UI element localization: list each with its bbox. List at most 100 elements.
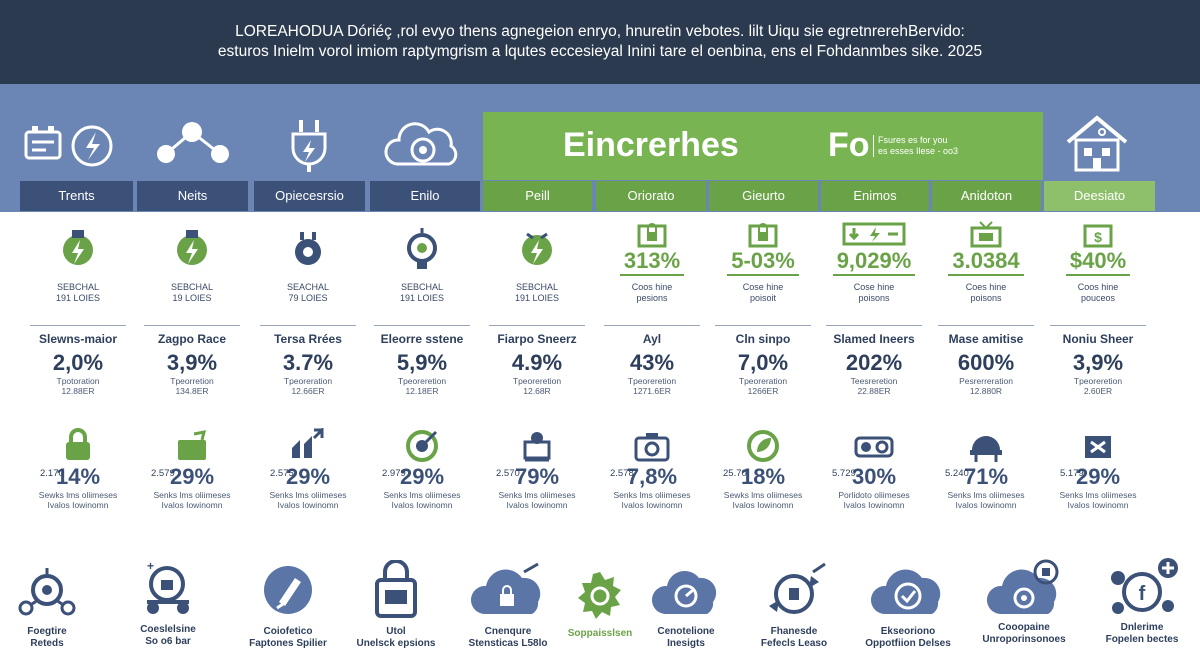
row2-title: Zagpo Race: [144, 325, 240, 346]
row1-label-2: 19 LOIES: [172, 293, 212, 303]
row2-sub-2: 22.88ER: [857, 386, 891, 396]
header-line-1: LOREAHODUA Dóriéç ,rol evyo thens agnege…: [235, 23, 965, 40]
bottom-item: Utol Unelsck epsions: [346, 560, 446, 650]
row1-label-1: SEBCHAL: [170, 282, 214, 292]
row3-cell: 2.170 14% Sewks lms oliimeses Ivalos Iow…: [22, 428, 134, 528]
row2-sub-2: 1271.6ER: [633, 386, 671, 396]
row3-number: 5.240: [945, 468, 969, 479]
row2-title: Slamed Ineers: [826, 325, 922, 346]
projector-icon: [854, 436, 894, 458]
row2-value: 7,0%: [737, 350, 789, 375]
row2-title: Slewns-maior: [30, 325, 126, 346]
row1-label-1: Coos hine: [1077, 282, 1119, 292]
bottom-label-1: Cnenqure: [484, 626, 532, 637]
tab-enimos[interactable]: Enimos: [821, 181, 929, 211]
tab-gieurto[interactable]: Gieurto: [709, 181, 818, 211]
row2-value: 202%: [845, 350, 903, 375]
row1-label-1: Coes hine: [965, 282, 1007, 292]
row2-cell: Zagpo Race 3,9% Tpeorretion 134.8ER: [136, 325, 248, 396]
camera-icon: [634, 433, 670, 462]
row3-sub-2: Ivalos Iowinomn: [843, 500, 905, 510]
lock-box-icon: [748, 223, 778, 248]
bottom-label-1: Foegtire: [27, 626, 67, 637]
row1-label-1: SEACHAL: [286, 282, 330, 292]
row3-value: 29%: [169, 464, 215, 489]
row1-label-1: SEBCHAL: [515, 282, 559, 292]
leaf-circle-icon: [747, 430, 779, 462]
row3-cell: 25.70 18% Sewks lms oliimeses Ivalos Iow…: [707, 428, 819, 528]
bottom-label-2: Stensticas L58lo: [468, 638, 548, 649]
row1-cell: $ $40% Coos hine pouceos: [1042, 220, 1154, 304]
cloud-gear-icon: [986, 559, 1059, 614]
row2-sub-1: Tpeoreration: [283, 376, 333, 386]
plug-icon: [285, 118, 355, 174]
banner-note: Fsures es for you es esses Ilese - oo3: [873, 135, 958, 157]
lightbulb-icon: [407, 228, 437, 269]
row3-cell: 2.570 79% Senks lms oliimeses Ivalos Iow…: [481, 428, 593, 528]
bottom-label-2: Inesigts: [667, 638, 705, 649]
row3-sub-1: Senks lms oliimeses: [1059, 490, 1137, 500]
lock-box-icon: [637, 223, 667, 248]
bottom-label-2: Unelsck epsions: [356, 638, 436, 649]
row3-value: 7,8%: [626, 464, 678, 489]
bulb-bolt-icon: [177, 230, 207, 265]
pen-circle-icon: [264, 566, 312, 614]
row3-value: 29%: [285, 464, 331, 489]
tab-peill[interactable]: Peill: [483, 181, 592, 211]
row3-sub-1: Porlidoto oliimeses: [838, 490, 910, 500]
cloud-lock-icon: [470, 562, 541, 614]
tab-anidoton[interactable]: Anidoton: [932, 181, 1041, 211]
row2-sub-1: Tpeoreration: [738, 376, 788, 386]
cycle-arrows-icon: [769, 562, 826, 614]
row3-sub-2: Ivalos Iowinomn: [47, 500, 109, 510]
row3-sub-2: Ivalos Iowinomn: [955, 500, 1017, 510]
row2-sub-1: Tpeoreretion: [512, 376, 562, 386]
row1-label-2: 191 LOIES: [399, 293, 445, 303]
row3-number: 2.570: [496, 468, 520, 479]
row1-cell: SEACHAL 79 LOIES: [252, 226, 364, 304]
row2-cell: Mase amitise 600% Pesrerreration 12.880R: [930, 325, 1042, 396]
bottom-label-2: Fefecls Leaso: [760, 638, 828, 649]
row1-cell: SEBCHAL 191 LOIES: [481, 226, 593, 304]
cloud-gear-icon: [383, 118, 458, 174]
row3-sub-2: Ivalos Iowinomn: [732, 500, 794, 510]
row2-title: Fiarpo Sneerz: [489, 325, 585, 346]
row3-sub-1: Senks lms oliimeses: [269, 490, 347, 500]
bottom-item: Cnenqure Stensticas L58lo: [458, 560, 558, 650]
tab-deesiato[interactable]: Deesiato: [1044, 181, 1155, 211]
row2-cell: Ayl 43% Tpeoreretion 1271.6ER: [596, 325, 708, 396]
bulb-bolt-icon: [63, 230, 93, 265]
row3-cell: 5.240 71% Senks lms oliimeses Ivalos Iow…: [930, 428, 1042, 528]
row1-percent: 313%: [619, 248, 685, 276]
row1-label-2: 191 LOIES: [55, 293, 101, 303]
bottom-label-1: Coiofetico: [263, 626, 313, 637]
row2-title: Noniu Sheer: [1050, 325, 1146, 346]
row2-sub-1: Tpeoreretion: [627, 376, 677, 386]
row1-percent: 9,029%: [832, 248, 916, 276]
row2-sub-2: 134.8ER: [175, 386, 209, 396]
lock-bag-icon: [66, 428, 90, 460]
row2-title: Cln sinpo: [715, 325, 811, 346]
row1-label-2: poisoit: [749, 293, 776, 303]
row3-sub-1: Senks lms oliimeses: [947, 490, 1025, 500]
row1-label-2: poisons: [858, 293, 890, 303]
tab-trents[interactable]: Trents: [20, 181, 133, 211]
bottom-label-2: Faptones Spilier: [249, 638, 327, 649]
row3-sub-2: Ivalos Iowinomn: [621, 500, 683, 510]
tab-opiecesrsio[interactable]: Opiecesrsio: [254, 181, 365, 211]
tab-enilo[interactable]: Enilo: [370, 181, 480, 211]
tab-oriorato[interactable]: Oriorato: [596, 181, 706, 211]
row1-label-2: pouceos: [1080, 293, 1116, 303]
row3-value: 29%: [1075, 464, 1121, 489]
row2-value: 5,9%: [396, 350, 448, 375]
banner-note-line-2: es esses Ilese - oo3: [878, 146, 959, 156]
row2-value: 43%: [629, 350, 675, 375]
row3-value: 14%: [55, 464, 101, 489]
row2-value: 2,0%: [52, 350, 104, 375]
row1-label-1: Coos hine: [631, 282, 673, 292]
row3-sub-2: Ivalos Iowinomn: [391, 500, 453, 510]
bottom-item: Ekseoriono Oppotfiion Delses: [856, 560, 960, 650]
row2-value: 4.9%: [511, 350, 563, 375]
row2-title: Tersa Rrées: [260, 325, 356, 346]
tab-neits[interactable]: Neits: [137, 181, 248, 211]
